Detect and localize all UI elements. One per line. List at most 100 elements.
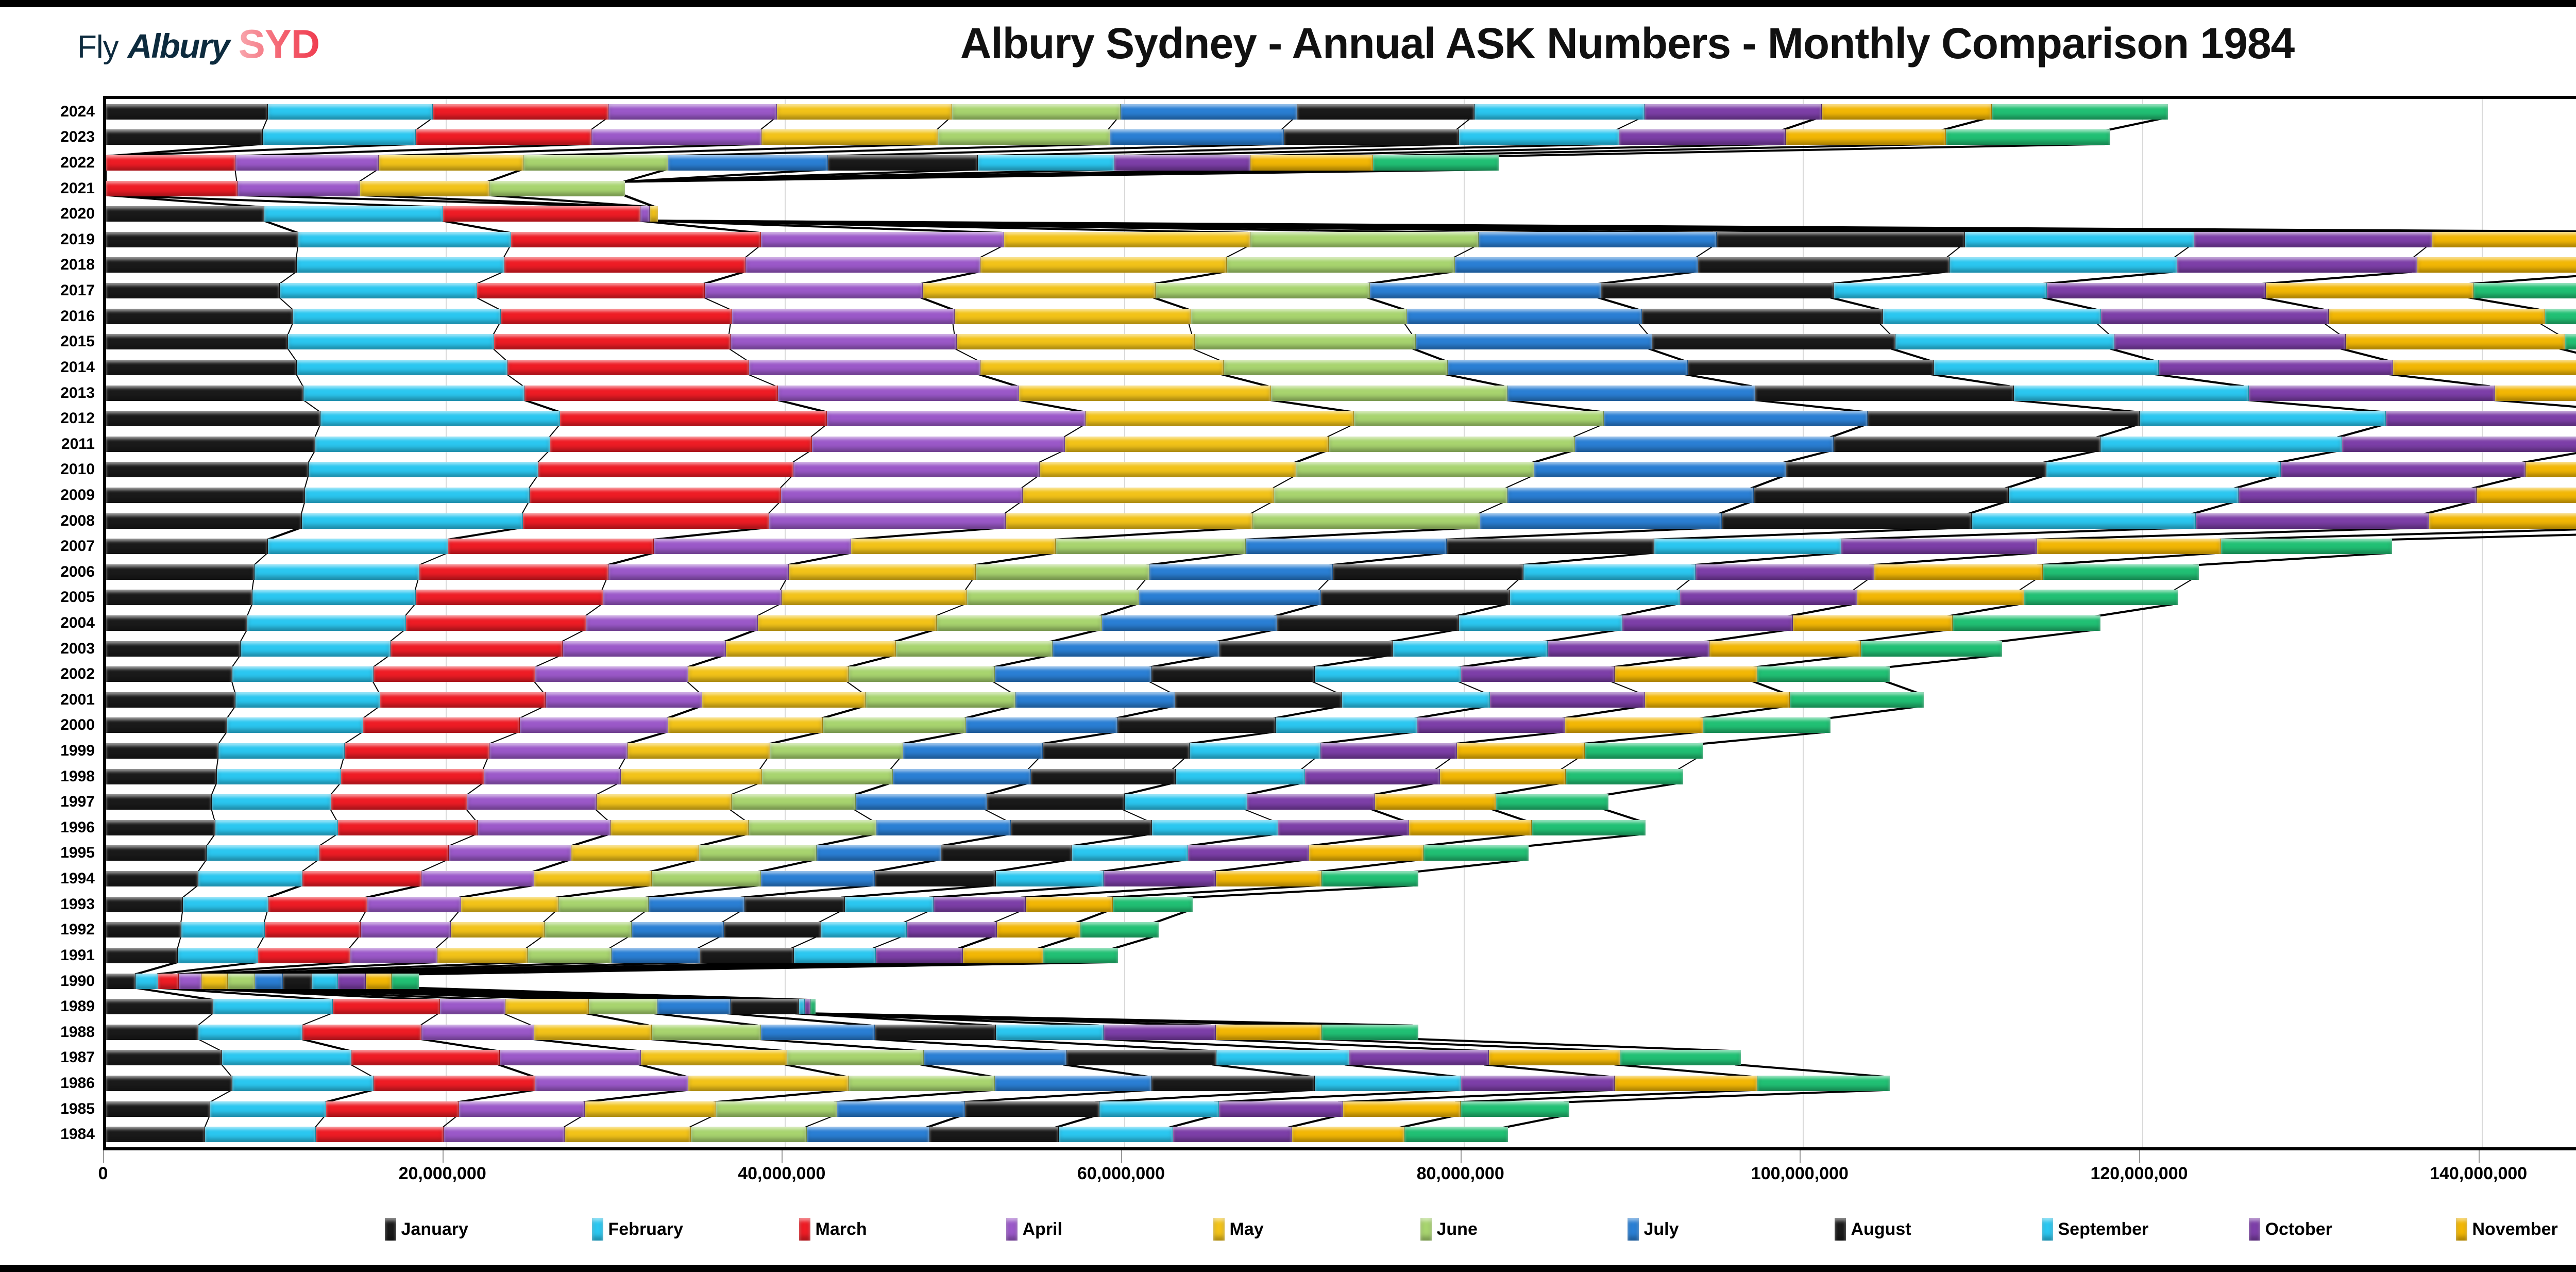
bar-segment[interactable]	[305, 487, 530, 503]
bar-segment[interactable]	[538, 462, 793, 478]
bar-segment[interactable]	[1010, 819, 1153, 835]
bar-segment[interactable]	[331, 794, 468, 810]
stacked-bar[interactable]	[106, 615, 2100, 631]
bar-segment[interactable]	[1151, 666, 1315, 682]
bar-segment[interactable]	[923, 1050, 1067, 1066]
stacked-bar[interactable]	[106, 590, 2179, 606]
stacked-bar[interactable]	[106, 487, 2576, 503]
bar-segment[interactable]	[378, 155, 523, 171]
bar-segment[interactable]	[2194, 231, 2433, 247]
bar-segment[interactable]	[1305, 768, 1440, 784]
bar-segment[interactable]	[477, 283, 705, 299]
bar-segment[interactable]	[302, 1024, 422, 1040]
stacked-bar[interactable]	[106, 641, 2002, 657]
bar-segment[interactable]	[1043, 743, 1190, 759]
bar-segment[interactable]	[501, 308, 732, 324]
bar-segment[interactable]	[1065, 436, 1329, 452]
bar-segment[interactable]	[761, 129, 939, 145]
stacked-bar[interactable]	[106, 871, 1418, 887]
bar-segment[interactable]	[906, 922, 997, 938]
bar-segment[interactable]	[106, 334, 289, 350]
bar-segment[interactable]	[865, 692, 1015, 708]
bar-segment[interactable]	[1654, 539, 1842, 555]
bar-segment[interactable]	[585, 1101, 716, 1117]
bar-segment[interactable]	[416, 590, 603, 606]
bar-segment[interactable]	[2238, 487, 2477, 503]
bar-segment[interactable]	[459, 1101, 585, 1117]
bar-segment[interactable]	[293, 308, 501, 324]
bar-segment[interactable]	[1821, 104, 1992, 120]
legend-item[interactable]: July	[1627, 1218, 1835, 1241]
bar-segment[interactable]	[1523, 564, 1696, 580]
bar-segment[interactable]	[279, 283, 477, 299]
bar-segment[interactable]	[106, 999, 214, 1015]
bar-segment[interactable]	[1247, 794, 1376, 810]
bar-segment[interactable]	[2037, 539, 2221, 555]
bar-segment[interactable]	[2009, 487, 2239, 503]
stacked-bar[interactable]	[106, 896, 1193, 912]
bar-segment[interactable]	[308, 462, 538, 478]
bar-segment[interactable]	[1895, 334, 2115, 350]
bar-segment[interactable]	[2386, 411, 2576, 427]
bar-segment[interactable]	[258, 947, 350, 963]
bar-segment[interactable]	[265, 922, 361, 938]
bar-segment[interactable]	[1565, 717, 1704, 733]
bar-segment[interactable]	[937, 615, 1102, 631]
bar-segment[interactable]	[980, 257, 1227, 273]
bar-segment[interactable]	[1173, 1127, 1293, 1143]
bar-segment[interactable]	[545, 692, 702, 708]
bar-segment[interactable]	[1786, 462, 2046, 478]
stacked-bar[interactable]	[106, 743, 1704, 759]
bar-segment[interactable]	[338, 973, 366, 989]
bar-segment[interactable]	[341, 768, 485, 784]
bar-segment[interactable]	[731, 794, 856, 810]
bar-segment[interactable]	[106, 564, 255, 580]
bar-segment[interactable]	[106, 462, 309, 478]
bar-segment[interactable]	[303, 385, 525, 401]
bar-segment[interactable]	[1532, 819, 1646, 835]
bar-segment[interactable]	[571, 845, 700, 861]
bar-segment[interactable]	[535, 1075, 689, 1091]
bar-segment[interactable]	[1099, 1101, 1219, 1117]
bar-segment[interactable]	[106, 359, 297, 375]
bar-segment[interactable]	[528, 947, 612, 963]
bar-segment[interactable]	[1716, 231, 1965, 247]
bar-segment[interactable]	[1417, 717, 1566, 733]
bar-segment[interactable]	[744, 896, 845, 912]
bar-segment[interactable]	[1409, 819, 1532, 835]
bar-segment[interactable]	[1250, 155, 1374, 171]
bar-segment[interactable]	[2248, 385, 2496, 401]
bar-segment[interactable]	[247, 615, 406, 631]
bar-segment[interactable]	[649, 896, 744, 912]
bar-segment[interactable]	[1227, 257, 1455, 273]
bar-segment[interactable]	[1478, 231, 1717, 247]
bar-segment[interactable]	[2329, 308, 2545, 324]
bar-segment[interactable]	[1072, 845, 1189, 861]
bar-segment[interactable]	[106, 104, 268, 120]
bar-segment[interactable]	[1619, 129, 1786, 145]
bar-segment[interactable]	[769, 513, 1006, 529]
bar-segment[interactable]	[232, 1075, 374, 1091]
bar-segment[interactable]	[1622, 615, 1793, 631]
bar-segment[interactable]	[489, 180, 625, 196]
bar-segment[interactable]	[106, 231, 299, 247]
bar-segment[interactable]	[1252, 513, 1480, 529]
bar-segment[interactable]	[440, 999, 505, 1015]
bar-segment[interactable]	[1218, 1101, 1343, 1117]
bar-segment[interactable]	[499, 1050, 641, 1066]
stacked-bar[interactable]	[106, 283, 2576, 299]
stacked-bar[interactable]	[106, 206, 658, 222]
bar-segment[interactable]	[1695, 564, 1874, 580]
bar-segment[interactable]	[588, 999, 657, 1015]
bar-segment[interactable]	[443, 206, 641, 222]
bar-segment[interactable]	[212, 794, 331, 810]
bar-segment[interactable]	[1112, 896, 1193, 912]
bar-segment[interactable]	[745, 257, 980, 273]
bar-segment[interactable]	[135, 973, 158, 989]
bar-segment[interactable]	[1991, 104, 2168, 120]
stacked-bar[interactable]	[106, 385, 2576, 401]
bar-segment[interactable]	[941, 845, 1073, 861]
bar-segment[interactable]	[651, 1024, 761, 1040]
bar-segment[interactable]	[106, 539, 268, 555]
bar-segment[interactable]	[1151, 1075, 1315, 1091]
